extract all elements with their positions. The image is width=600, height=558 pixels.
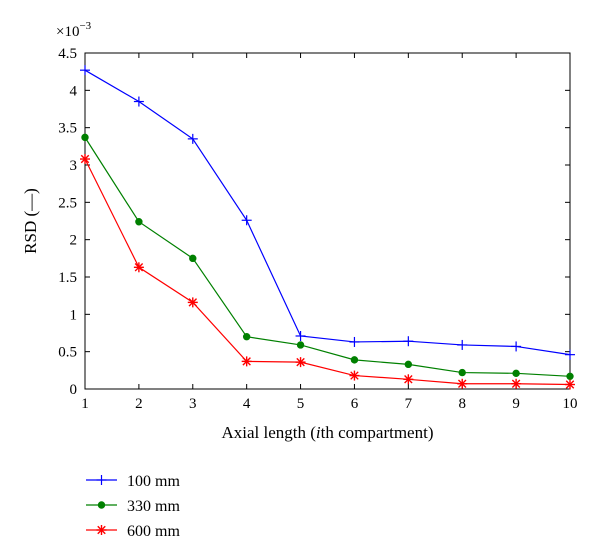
series-0 [80, 65, 575, 360]
data-point [403, 374, 414, 385]
data-point [133, 262, 144, 273]
y-axis-ticks: 0 0.5 1 1.5 2 2.5 3 3.5 4 4.5 [58, 46, 570, 398]
data-point [189, 254, 197, 263]
y-tick-label: 1.5 [58, 270, 77, 286]
y-axis-scale-factor: ×10−3 [56, 20, 92, 40]
x-tick-label: 7 [405, 396, 413, 412]
legend-marker [96, 525, 107, 535]
data-point [349, 370, 360, 381]
legend-marker [96, 475, 107, 485]
data-point [135, 218, 143, 226]
data-point [241, 215, 252, 226]
x-tick-label: 5 [297, 396, 305, 412]
series-line [84, 158, 571, 386]
x-axis-ticks: 1 2 3 4 5 6 7 8 9 10 [81, 53, 578, 412]
series-2 [80, 154, 575, 390]
data-point [457, 339, 468, 350]
x-tick-label: 6 [351, 396, 359, 412]
data-point [457, 378, 468, 389]
legend-label: 330 mm [127, 498, 180, 515]
y-scale-base: ×10 [56, 24, 79, 40]
legend: 100 mm 330 mm 600 mm [86, 473, 180, 540]
x-tick-label: 8 [458, 396, 466, 412]
data-point [242, 333, 251, 341]
data-point [511, 378, 522, 389]
x-tick-label: 4 [243, 396, 251, 412]
y-scale-exponent: −3 [79, 20, 91, 32]
data-point [80, 65, 90, 76]
plot-frame [84, 52, 571, 390]
data-point [565, 349, 575, 360]
data-point [566, 372, 574, 381]
plot-area: 0 0.5 1 1.5 2 2.5 3 3.5 4 4.5 1 2 3 4 5 6 7 8 9 10 [58, 46, 577, 412]
data-point [349, 336, 360, 347]
y-tick-label: 3.5 [58, 121, 77, 137]
y-tick-label: 0.5 [58, 345, 77, 361]
y-axis-label: RSD (—) [21, 188, 40, 254]
y-tick-label: 1 [70, 307, 78, 323]
x-tick-label: 2 [135, 396, 143, 412]
data-point [187, 133, 198, 144]
y-tick-label: 3 [70, 158, 78, 174]
data-point [403, 336, 414, 347]
data-point [512, 369, 520, 378]
data-point [565, 379, 575, 390]
data-point [296, 341, 305, 349]
y-tick-label: 2.5 [58, 195, 77, 211]
x-label-italic: i [316, 423, 321, 442]
y-tick-label: 4.5 [58, 46, 77, 62]
x-tick-label: 3 [189, 396, 197, 412]
legend-entry: 100 mm [86, 473, 180, 490]
y-tick-label: 2 [70, 233, 78, 249]
x-tick-label: 9 [512, 396, 520, 412]
data-point [241, 356, 252, 367]
data-point [187, 297, 198, 308]
x-label-suffix: th compartment) [321, 423, 434, 442]
series-1 [81, 133, 574, 381]
data-point [458, 368, 466, 377]
x-tick-label: 10 [563, 396, 578, 412]
legend-marker [97, 501, 106, 509]
y-tick-label: 4 [70, 83, 78, 99]
series-line [84, 137, 571, 377]
legend-entry: 600 mm [86, 523, 180, 540]
data-point [133, 96, 144, 107]
data-point [404, 360, 413, 369]
y-tick-label: 0 [70, 382, 78, 398]
data-point [511, 341, 522, 352]
data-point [80, 154, 90, 165]
series-line [84, 69, 571, 356]
x-label-prefix: Axial length ( [222, 423, 317, 442]
data-point [350, 356, 359, 364]
legend-entry: 330 mm [86, 498, 180, 515]
x-tick-label: 1 [81, 396, 89, 412]
data-point [81, 133, 89, 142]
x-axis-label: Axial length (ith compartment) [222, 423, 434, 442]
legend-label: 600 mm [127, 523, 180, 540]
data-point [295, 330, 306, 341]
data-point [295, 357, 306, 368]
series-layer [80, 65, 575, 390]
legend-label: 100 mm [127, 473, 180, 490]
